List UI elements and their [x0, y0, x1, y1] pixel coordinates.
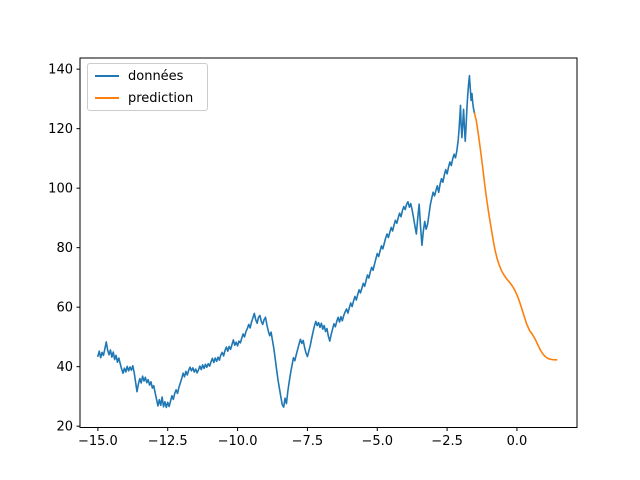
legend-item-donnees: données [95, 68, 199, 85]
x-tick-label: −5.0 [361, 434, 393, 449]
legend: données prediction [87, 63, 208, 111]
y-tick-label: 100 [48, 182, 73, 197]
x-tick-label: 0.0 [507, 434, 528, 449]
y-tick-label: 120 [48, 122, 73, 137]
x-tick-label: −2.5 [431, 434, 463, 449]
x-tick-label: −12.5 [148, 434, 188, 449]
legend-label-donnees: données [128, 68, 184, 84]
axes-frame [79, 57, 578, 428]
prediction-line-swatch [95, 97, 119, 99]
y-tick-label: 60 [56, 301, 73, 316]
legend-item-prediction: prediction [95, 90, 199, 107]
y-tick-label: 40 [56, 360, 73, 375]
y-tick-label: 80 [56, 241, 73, 256]
y-tick-label: 20 [56, 420, 73, 435]
x-tick-label: −7.5 [292, 434, 324, 449]
donnees-line-swatch [95, 75, 119, 77]
legend-label-prediction: prediction [128, 90, 194, 106]
prediction-line [473, 112, 558, 361]
x-tick-label: −15.0 [78, 434, 118, 449]
donnees-line [97, 74, 476, 409]
x-tick-label: −10.0 [218, 434, 258, 449]
y-tick-label: 140 [48, 63, 73, 78]
